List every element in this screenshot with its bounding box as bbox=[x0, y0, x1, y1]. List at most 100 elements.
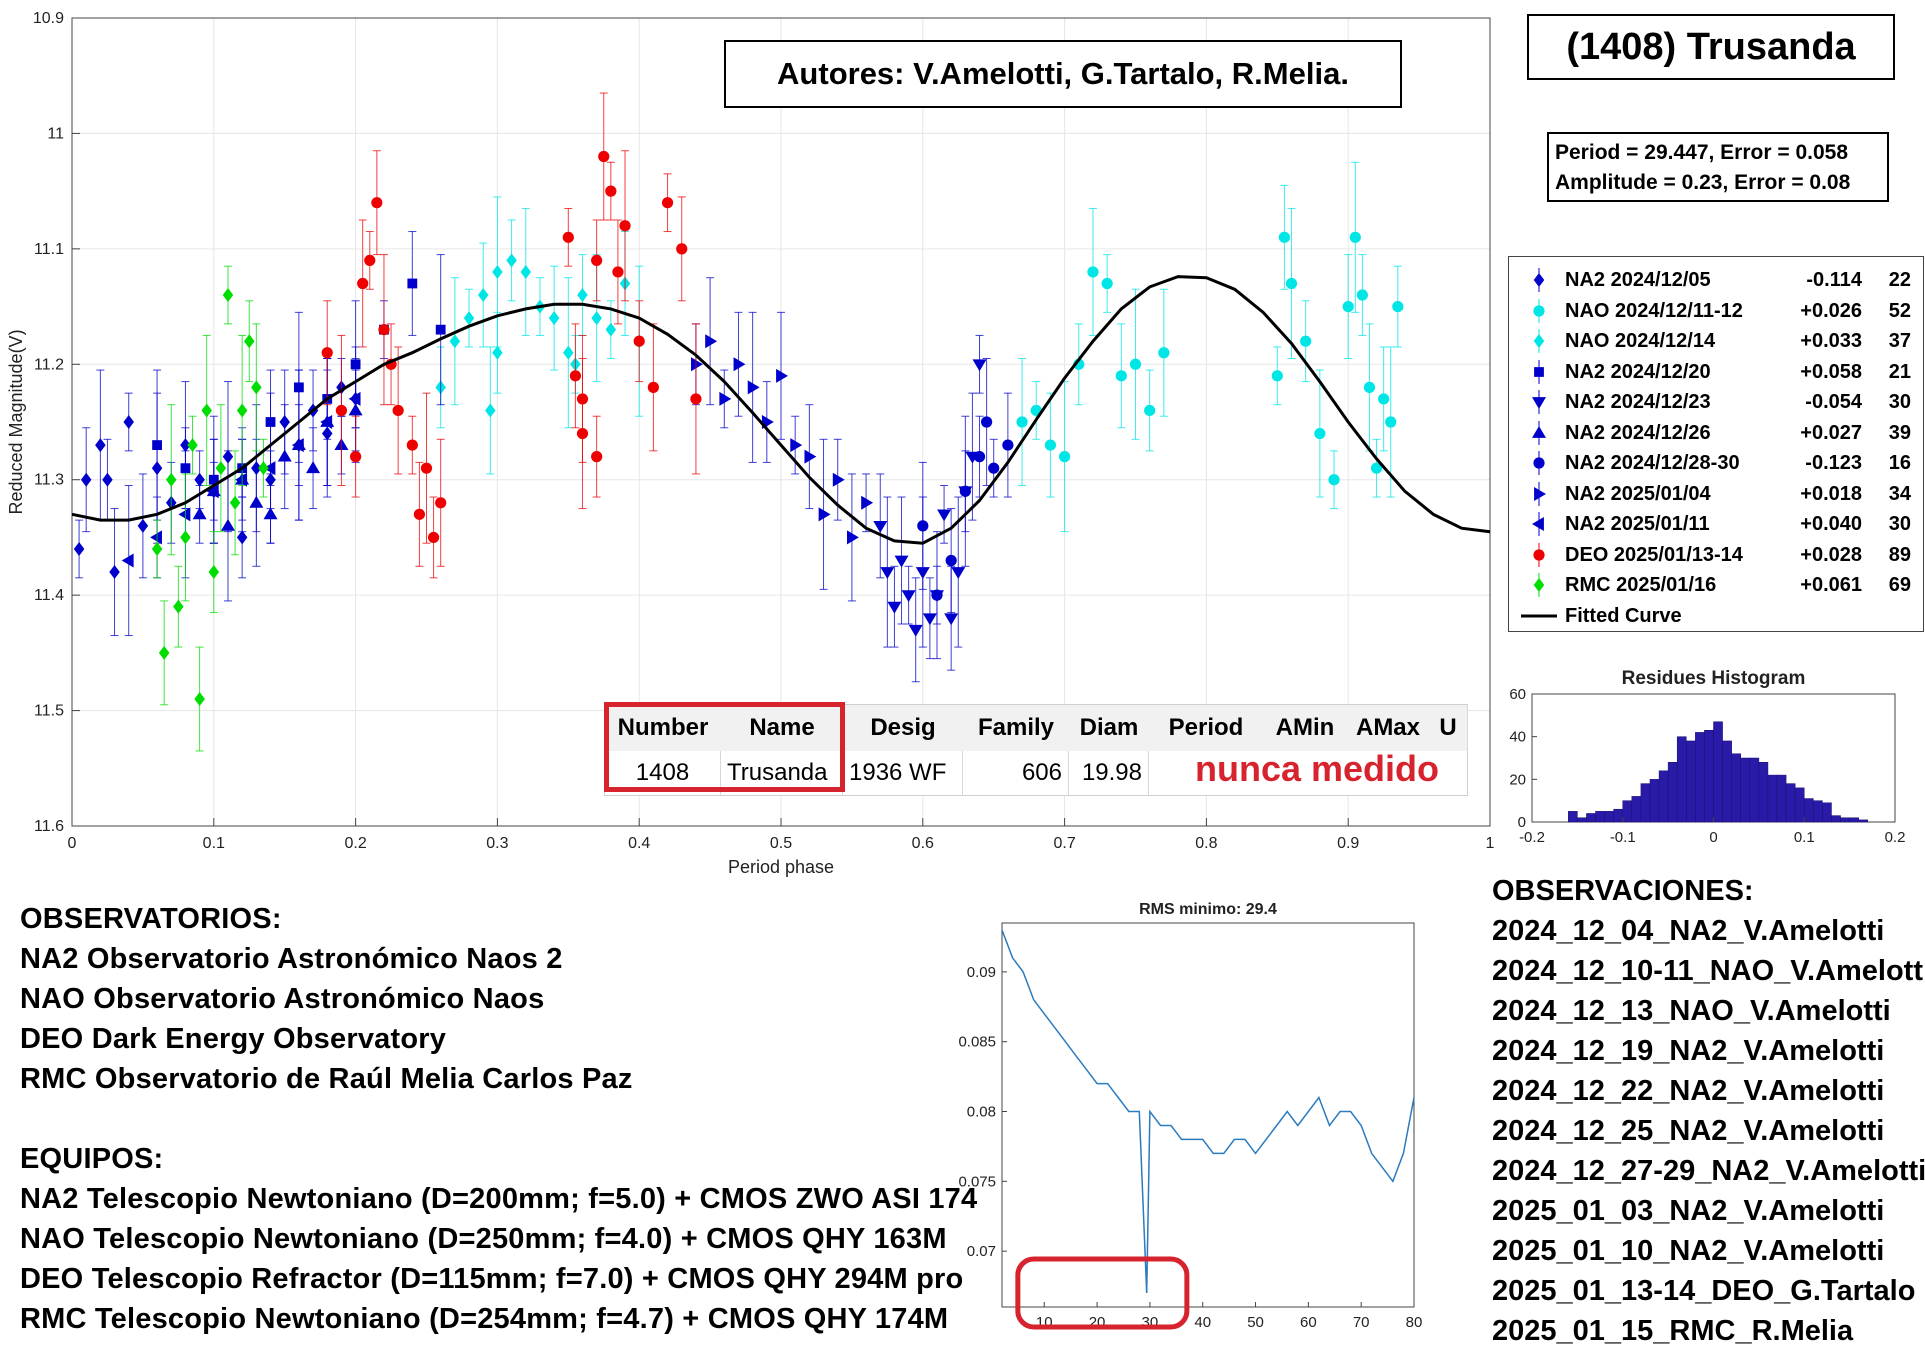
observacion-line: 2024_12_19_NA2_V.Amelotti bbox=[1492, 1035, 1885, 1067]
histogram-bar bbox=[1667, 762, 1678, 823]
data-point bbox=[492, 264, 503, 279]
table-header-cell: AMin bbox=[1263, 705, 1348, 751]
rms-y-tick-label: 0.08 bbox=[967, 1104, 996, 1121]
histogram-bar bbox=[1676, 736, 1687, 823]
data-point bbox=[563, 345, 574, 360]
table-header-cell: AMax bbox=[1347, 705, 1430, 751]
data-point bbox=[647, 381, 659, 393]
x-tick-label: 0.5 bbox=[770, 835, 792, 852]
legend-count: 69 bbox=[1888, 574, 1911, 596]
y-tick-label: 11.4 bbox=[34, 587, 64, 604]
legend-entry: NA2 2025/01/04 +0.018 34 bbox=[1509, 479, 1923, 509]
equipo-line: DEO Telescopio Refractor (D=115mm; f=7.0… bbox=[20, 1263, 964, 1295]
legend-marker bbox=[1533, 451, 1545, 475]
data-point bbox=[435, 497, 447, 509]
legend-offset: +0.058 bbox=[1800, 360, 1862, 383]
legend-offset: +0.018 bbox=[1800, 482, 1862, 505]
histogram-bar bbox=[1631, 796, 1642, 823]
authors-box: Autores: V.Amelotti, G.Tartalo, R.Melia. bbox=[724, 40, 1402, 108]
data-point bbox=[406, 439, 418, 451]
table-cell: 1408 bbox=[605, 751, 721, 795]
data-point bbox=[73, 541, 85, 556]
data-point bbox=[506, 253, 517, 268]
data-point bbox=[569, 370, 581, 382]
data-point bbox=[80, 472, 92, 487]
rms-periodogram: RMS minimo: 29.410 20 30 40 50 60 70 800.070.07… bbox=[958, 901, 1423, 1331]
legend-label: NA2 2024/12/05 bbox=[1565, 269, 1711, 291]
histogram-bar bbox=[1749, 757, 1760, 823]
rms-y-tick-label: 0.075 bbox=[958, 1173, 996, 1190]
data-point bbox=[1285, 277, 1298, 290]
histogram-bar bbox=[1804, 798, 1814, 823]
hist-x-tick-label: 0.2 bbox=[1885, 829, 1906, 846]
rms-x-tick-label: 80 bbox=[1406, 1314, 1423, 1331]
legend-label: NAO 2024/12/11-12 bbox=[1565, 299, 1743, 322]
legend-symbol bbox=[1533, 304, 1545, 317]
legend-offset: +0.027 bbox=[1800, 421, 1862, 444]
data-point bbox=[258, 461, 269, 476]
chart-legend: NA2 2024/12/05 -0.114 22 NAO 2024/12/11-12 +… bbox=[1508, 256, 1924, 632]
data-point bbox=[908, 624, 923, 637]
data-point bbox=[988, 462, 1000, 474]
table-header-cell: Name bbox=[721, 705, 844, 751]
data-point bbox=[861, 495, 874, 510]
legend-count: 21 bbox=[1888, 360, 1911, 383]
legend-count: 22 bbox=[1888, 269, 1911, 291]
data-point bbox=[427, 531, 440, 544]
legend-entry: DEO 2025/01/13-14 +0.028 89 bbox=[1509, 540, 1923, 570]
x-tick-label: 0.3 bbox=[486, 835, 508, 852]
data-point bbox=[251, 380, 262, 395]
data-point bbox=[102, 472, 113, 487]
data-point bbox=[208, 565, 220, 580]
legend-symbol bbox=[1534, 486, 1546, 501]
series-group bbox=[435, 196, 645, 475]
data-point bbox=[577, 288, 588, 303]
legend-offset: +0.061 bbox=[1800, 574, 1862, 596]
amplitude-line: Amplitude = 0.23, Error = 0.08 bbox=[1555, 171, 1851, 194]
data-point bbox=[548, 311, 560, 326]
residues-histogram: Residues Histogram -0.2 -0.1 0 0.1 0.2 0 20 40 60 bbox=[1509, 668, 1906, 846]
data-point bbox=[236, 530, 248, 545]
observacion-line: 2024_12_27-29_NA2_V.Amelotti bbox=[1492, 1155, 1925, 1187]
data-point bbox=[894, 555, 909, 568]
data-point bbox=[1328, 474, 1340, 486]
observacion-line: 2025_01_10_NA2_V.Amelotti bbox=[1492, 1235, 1885, 1267]
x-tick-label: 0.2 bbox=[344, 835, 366, 852]
histogram-bar bbox=[1731, 753, 1741, 823]
hist-x-tick-label: 0 bbox=[1709, 829, 1717, 846]
data-point bbox=[973, 451, 986, 463]
histogram-bar bbox=[1849, 817, 1859, 823]
y-axis-label: Reduced Magnitude(V) bbox=[6, 329, 26, 514]
observatorio-line: NAO Observatorio Astronómico Naos bbox=[20, 983, 545, 1015]
hist-x-tick-label: -0.1 bbox=[1610, 829, 1636, 846]
table-header-cell: Desig bbox=[843, 705, 964, 751]
legend-count: 39 bbox=[1888, 421, 1911, 444]
data-point bbox=[1378, 393, 1390, 405]
y-tick-label: 11.6 bbox=[34, 818, 64, 835]
data-point bbox=[335, 404, 348, 417]
x-axis-label: Period phase bbox=[728, 857, 834, 877]
equipo-line: NA2 Telescopio Newtoniano (D=200mm; f=5.… bbox=[20, 1183, 978, 1215]
legend-offset: -0.123 bbox=[1805, 452, 1862, 474]
legend-marker bbox=[1533, 573, 1545, 597]
legend-marker bbox=[1533, 329, 1545, 353]
data-point bbox=[676, 243, 688, 255]
observacion-line: 2024_12_04_NA2_V.Amelotti bbox=[1492, 915, 1885, 947]
hist-x-tick-label: 0.1 bbox=[1794, 829, 1815, 846]
histogram-bar bbox=[1813, 800, 1823, 823]
legend-symbol bbox=[1532, 517, 1544, 531]
data-point bbox=[249, 495, 264, 508]
histogram-bar bbox=[1758, 762, 1769, 823]
data-point bbox=[215, 461, 227, 476]
data-point bbox=[235, 472, 248, 487]
legend-symbol bbox=[1533, 334, 1545, 348]
x-tick-label: 0.1 bbox=[203, 835, 225, 852]
data-point bbox=[1356, 289, 1368, 301]
data-point bbox=[1158, 347, 1170, 359]
data-point bbox=[619, 220, 631, 232]
observacion-line: 2025_01_15_RMC_R.Melia bbox=[1492, 1315, 1854, 1347]
data-point bbox=[350, 451, 362, 463]
data-point bbox=[220, 518, 235, 531]
data-point bbox=[435, 324, 446, 335]
data-point bbox=[790, 438, 803, 453]
